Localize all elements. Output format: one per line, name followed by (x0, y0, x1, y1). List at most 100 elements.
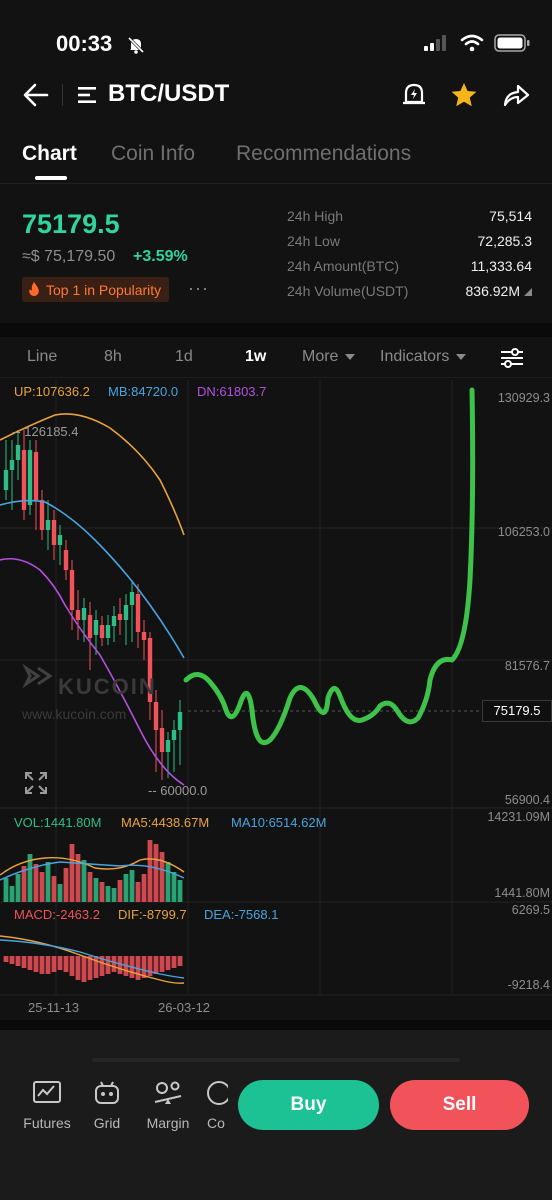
interval-8h[interactable]: 8h (104, 348, 122, 365)
volume-bar (117, 880, 123, 902)
nav-bar: BTC/USDT (0, 72, 552, 118)
candle-body (153, 702, 159, 730)
volume-bar (27, 854, 33, 902)
tool-grid[interactable]: Grid (77, 1080, 137, 1131)
dea-legend: DEA:-7568.1 (204, 907, 279, 922)
bb-mid-legend: MB:84720.0 (108, 384, 179, 399)
vol-ma5-legend: MA5:4438.67M (121, 815, 210, 830)
tool-futures[interactable]: Futures (17, 1080, 77, 1131)
macd-axis-label: -9218.4 (507, 978, 550, 992)
volume-bar (57, 884, 63, 902)
macd-histogram-bar (87, 956, 93, 980)
stat-24h-low: 24h Low 72,285.3 (287, 233, 532, 258)
candle-body (135, 594, 141, 632)
stat-24h-high: 24h High 75,514 (287, 208, 532, 233)
bb-up-legend: UP:107636.2 (14, 384, 90, 399)
x-axis-date: 26-03-12 (158, 1000, 211, 1015)
candle-body (159, 728, 165, 752)
volume-bar (99, 882, 105, 902)
interval-bar: Line 8h 1d 1w More Indicators (0, 338, 552, 378)
candle-body (21, 450, 27, 510)
low-marker-value: 60000.0 (160, 783, 208, 798)
margin-icon (154, 1081, 182, 1104)
interval-line[interactable]: Line (27, 348, 58, 365)
volume-bar (9, 886, 15, 902)
bb-lower-line (0, 557, 185, 786)
tool-label: Grid (93, 1115, 121, 1131)
menu-list-icon[interactable] (78, 86, 98, 104)
hand-drawn-projection (183, 387, 476, 746)
tab-recommendations[interactable]: Recommendations (236, 142, 412, 165)
tab-chart[interactable]: Chart (22, 142, 77, 165)
tool-copy-trading[interactable]: Co (190, 1080, 228, 1131)
share-icon[interactable] (502, 82, 530, 108)
stat-label: 24h Volume(USDT) (287, 283, 409, 299)
macd-histogram-bar (111, 956, 117, 972)
indicators-menu[interactable]: Indicators (380, 348, 466, 366)
volume-bar (147, 840, 153, 902)
interval-more[interactable]: More (302, 348, 355, 366)
volume-bar (105, 886, 111, 902)
chart-grid (0, 380, 552, 996)
macd-histogram-bar (135, 956, 141, 980)
high-marker-value: 126185.4 (24, 424, 79, 439)
section-divider (0, 323, 552, 337)
copy-trading-icon (207, 1081, 228, 1105)
tool-label: Margin (146, 1115, 190, 1131)
candle-body (171, 730, 177, 740)
interval-1w[interactable]: 1w (245, 348, 267, 365)
tool-margin[interactable]: Margin (138, 1080, 198, 1131)
buy-button[interactable]: Buy (238, 1080, 379, 1130)
bb-middle-line (0, 499, 185, 659)
fiat-price: ≈$ 75,179.50 (22, 248, 116, 265)
watermark (22, 663, 53, 689)
candle-body (105, 625, 111, 638)
interval-1d[interactable]: 1d (175, 348, 193, 365)
macd-histogram-bar (15, 956, 21, 966)
volume-bar (177, 880, 183, 902)
more-options-icon[interactable]: ··· (188, 278, 209, 298)
volume-bar (63, 868, 69, 902)
chart-settings-icon[interactable] (500, 347, 524, 369)
fullscreen-icon[interactable] (24, 771, 48, 795)
macd-histogram-bar (165, 956, 171, 970)
stat-label: 24h Amount(BTC) (287, 258, 400, 274)
high-marker: -- 126185.4 (12, 424, 79, 439)
candle-body (165, 740, 171, 752)
macd-histogram-bar (63, 956, 69, 972)
macd-histogram-bar (117, 956, 123, 974)
tab-coin-info[interactable]: Coin Info (111, 142, 196, 165)
candle-body (129, 592, 135, 605)
volume-bar (3, 878, 9, 902)
grid-bot-icon (95, 1081, 119, 1104)
volume-bar (129, 870, 135, 902)
sell-button[interactable]: Sell (390, 1080, 529, 1130)
sheet-handle[interactable] (92, 1058, 460, 1062)
candle-body (87, 615, 93, 638)
volume-bars (0, 840, 185, 902)
price-alert-icon[interactable] (402, 82, 426, 108)
candlestick-chart[interactable] (0, 380, 552, 1020)
stat-24h-amount: 24h Amount(BTC) 11,333.64 (287, 258, 532, 283)
x-axis-date: 25-11-13 (28, 1000, 80, 1015)
volume-bar (21, 866, 27, 902)
page-tabs: Chart Coin Info Recommendations (0, 138, 552, 184)
fire-icon (29, 282, 39, 296)
popularity-badge[interactable]: Top 1 in Popularity (22, 277, 170, 302)
macd-histogram-bar (141, 956, 147, 978)
volume-bar (111, 888, 117, 902)
candle-body (3, 470, 9, 490)
current-price-tag: 75179.5 (482, 700, 552, 722)
macd-histogram-bar (51, 956, 57, 972)
vol-legend: VOL:1441.80M (14, 815, 102, 830)
caret-down-icon (344, 353, 355, 360)
pair-title[interactable]: BTC/USDT (108, 80, 230, 107)
candle-body (27, 450, 33, 505)
favorite-star-icon[interactable] (450, 82, 478, 108)
battery-icon (494, 34, 530, 52)
back-arrow-icon[interactable] (22, 82, 50, 108)
macd-histogram-bar (99, 956, 105, 976)
volume-bar (69, 844, 75, 902)
candle-body (9, 460, 15, 470)
stat-value: 75,514 (489, 208, 532, 224)
